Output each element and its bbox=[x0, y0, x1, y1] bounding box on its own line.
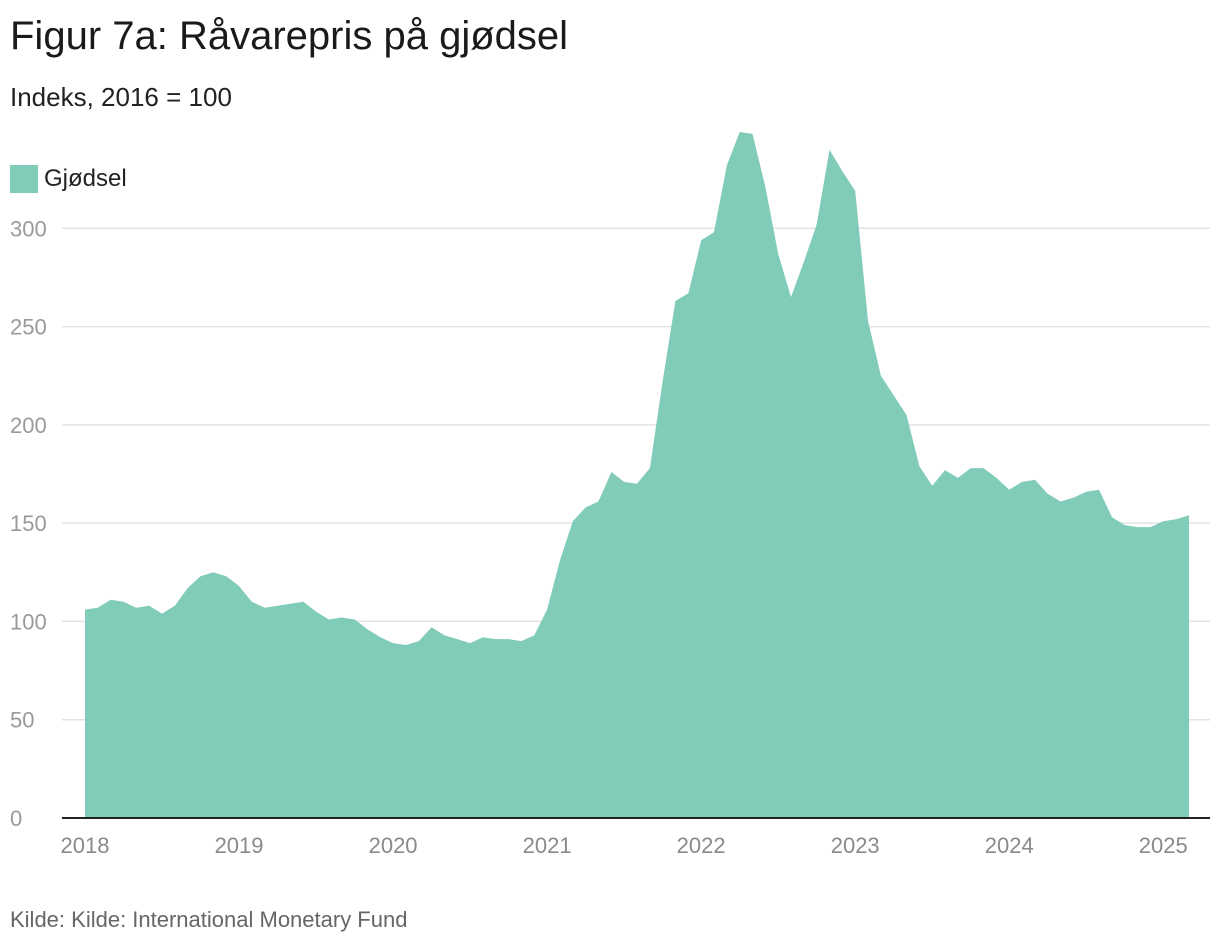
x-tick-label: 2018 bbox=[61, 833, 110, 858]
y-tick-label: 0 bbox=[10, 806, 22, 831]
area-series-gjodsel bbox=[85, 132, 1189, 818]
plot-area bbox=[85, 132, 1189, 818]
source-note: Kilde: Kilde: International Monetary Fun… bbox=[10, 907, 408, 932]
chart-subtitle: Indeks, 2016 = 100 bbox=[10, 82, 232, 112]
x-tick-label: 2019 bbox=[215, 833, 264, 858]
legend-swatch bbox=[10, 165, 38, 193]
y-tick-label: 250 bbox=[10, 315, 47, 340]
y-tick-label: 50 bbox=[10, 708, 34, 733]
legend-label: Gjødsel bbox=[44, 165, 127, 192]
y-tick-label: 150 bbox=[10, 511, 47, 536]
x-tick-label: 2025 bbox=[1139, 833, 1188, 858]
x-tick-label: 2022 bbox=[677, 833, 726, 858]
y-tick-label: 100 bbox=[10, 609, 47, 634]
axes: 0 50 100 150 200 250 300 2018 2019 2020 2021 2022 20… bbox=[10, 216, 1210, 858]
y-tick-label: 200 bbox=[10, 413, 47, 438]
x-tick-label: 2023 bbox=[831, 833, 880, 858]
y-tick-label: 300 bbox=[10, 216, 47, 241]
legend: Gjødsel bbox=[10, 165, 127, 193]
x-tick-label: 2024 bbox=[985, 833, 1034, 858]
x-tick-label: 2021 bbox=[523, 833, 572, 858]
x-tick-label: 2020 bbox=[369, 833, 418, 858]
chart-title: Figur 7a: Råvarepris på gjødsel bbox=[10, 14, 569, 58]
